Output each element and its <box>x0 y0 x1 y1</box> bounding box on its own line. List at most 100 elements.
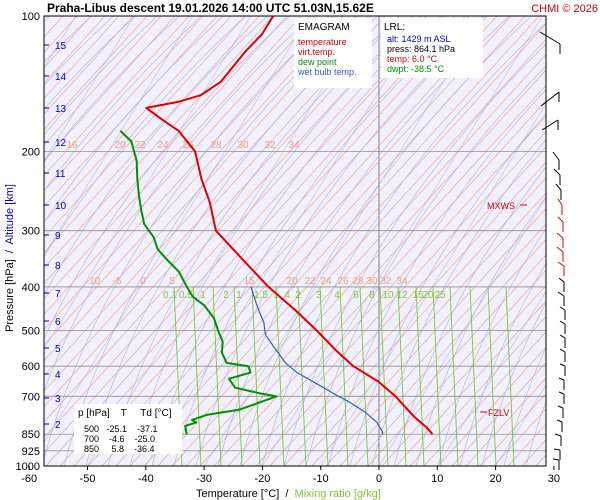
mixing-ratio-label: 0.5 <box>179 290 193 301</box>
dry-adiabat-line <box>409 315 546 466</box>
mixing-ratio-line <box>192 286 202 466</box>
moist-adiabat-line <box>371 139 546 466</box>
y-tick-label: 850 <box>22 429 40 441</box>
y-axis-label-pressure: Pressure [hPa] <box>4 259 16 332</box>
legend-heading: EMAGRAM <box>298 22 350 33</box>
dry-adiabat-line <box>451 362 546 466</box>
y-axis-label-altitude: Altitude [km] <box>4 184 16 245</box>
lrl-alt: alt: 1429 m ASL <box>387 34 451 44</box>
moist-adiabat-label: 22 <box>304 276 316 287</box>
wind-barb <box>555 183 562 191</box>
y-tick-label: 600 <box>22 361 40 373</box>
moist-adiabat-line <box>217 16 510 466</box>
mixing-ratio-line <box>251 286 261 466</box>
x-tick-label: -60 <box>21 473 37 485</box>
mixing-ratio-lines <box>173 286 515 466</box>
legend-item-dew-point: dew point <box>298 57 337 67</box>
moist-adiabat-line <box>44 16 246 258</box>
legend-item-temperature: temperature <box>298 37 347 47</box>
wind-barb <box>559 334 566 339</box>
dry-adiabat-line <box>199 84 546 466</box>
x-tick-label: -50 <box>80 473 96 485</box>
legend-item-wet-bulb: wet bulb temp. <box>297 67 357 77</box>
isotherm-line <box>87 16 368 466</box>
y-axis-label: Pressure [hPa] / Altitude [km] <box>4 184 16 332</box>
dry-adiabat-label: 26 <box>182 140 194 151</box>
dry-adiabat-label: 20 <box>114 140 126 151</box>
mixing-ratio-label: 6 <box>353 290 359 301</box>
mixing-ratio-line <box>212 286 222 466</box>
mixing-ratio-line <box>449 286 459 466</box>
x-tick-label: 0 <box>376 473 382 485</box>
mixing-ratio-line <box>469 286 479 466</box>
isotherm-line <box>262 16 543 466</box>
adiabat-labels: 16 20 22 24 26 28 30 32 34-10 -5 0 5 15 20 22 24 26 28 30 3… <box>66 140 408 287</box>
moist-adiabat-line <box>459 262 546 466</box>
moist-adiabat-label: 28 <box>352 276 364 287</box>
mixing-ratio-label: 25 <box>434 290 446 301</box>
dry-adiabat-line <box>423 331 546 466</box>
wind-barb <box>553 168 561 176</box>
altitude-tick-label: 12 <box>55 138 67 149</box>
mixing-ratio-label: 12 <box>396 290 408 301</box>
moist-adiabat-label: 32 <box>380 276 392 287</box>
wind-barb <box>557 198 563 206</box>
axis-ticks: 1002003004005006007008509251000-70-60-50… <box>16 11 561 485</box>
dry-adiabat-line <box>44 16 316 315</box>
series-temperature-line <box>145 16 434 435</box>
wind-barb <box>558 277 565 283</box>
mixing-ratio-line <box>297 286 307 466</box>
moist-adiabat-line <box>415 196 546 466</box>
levels-table-header: p [hPa] T Td [°C] <box>78 408 172 419</box>
dry-adiabat-label: 24 <box>157 140 169 151</box>
dry-adiabat-line <box>44 16 442 454</box>
altitude-tick-label: 5 <box>55 344 61 355</box>
moist-adiabat-label: -5 <box>113 276 122 287</box>
dry-adiabat-line <box>367 269 546 466</box>
dry-adiabat-line <box>44 16 274 269</box>
y-axis-label-separator: / <box>4 245 16 260</box>
dry-adiabat-line <box>269 161 546 466</box>
moist-adiabat-line <box>44 16 268 296</box>
wind-barb <box>557 405 564 409</box>
mixing-ratio-label: 3 <box>316 290 322 301</box>
mixing-ratio-label: 10 <box>382 290 394 301</box>
wind-barb <box>539 31 561 45</box>
mixing-ratio-line <box>379 286 389 466</box>
mixing-ratio-line <box>397 286 407 466</box>
mxws-marker-label: MXWS <box>487 201 515 211</box>
dry-adiabat-line <box>227 115 546 466</box>
dry-adiabats <box>44 16 546 466</box>
levels-row-850: 850 5.8 -36.4 <box>84 444 155 454</box>
altitude-tick-label: 9 <box>55 231 61 242</box>
dry-adiabat-line <box>297 192 546 466</box>
dry-adiabat-line <box>213 100 546 466</box>
moist-adiabat-label: 15 <box>243 276 255 287</box>
wind-barb <box>558 377 565 381</box>
mixing-ratio-line <box>432 286 442 466</box>
moist-adiabat-line <box>570 0 600 466</box>
mixing-ratio-label: 20 <box>422 290 434 301</box>
dry-adiabat-label: 34 <box>288 140 300 151</box>
moist-adiabat-label: 30 <box>366 276 378 287</box>
dry-adiabat-line <box>44 16 218 207</box>
dry-adiabat-line <box>44 16 232 223</box>
lrl-box: LRL: alt: 1429 m ASL press: 864.1 hPa te… <box>381 18 483 78</box>
altitude-tick-label: 13 <box>55 104 67 115</box>
dry-adiabat-label: 30 <box>237 140 249 151</box>
moist-adiabat-line <box>503 346 546 466</box>
moist-adiabat-line <box>44 16 180 163</box>
mixing-ratio-line <box>487 286 497 466</box>
levels-table: p [hPa] T Td [°C] 500 -25.1 -37.1 700 -4… <box>74 404 182 454</box>
moist-adiabat-line <box>349 113 546 466</box>
levels-row-500: 500 -25.1 -37.1 <box>84 424 158 434</box>
mixing-ratio-line <box>415 286 425 466</box>
wind-barb <box>556 419 563 423</box>
series-dew-point-line <box>119 130 278 435</box>
wind-barb <box>558 391 565 395</box>
wind-barb <box>559 320 566 325</box>
legend-item-virt-temp: virt.temp. <box>298 47 335 57</box>
dry-adiabat-line <box>44 16 260 254</box>
dry-adiabat-line <box>44 16 414 423</box>
sounding-series <box>119 16 434 435</box>
